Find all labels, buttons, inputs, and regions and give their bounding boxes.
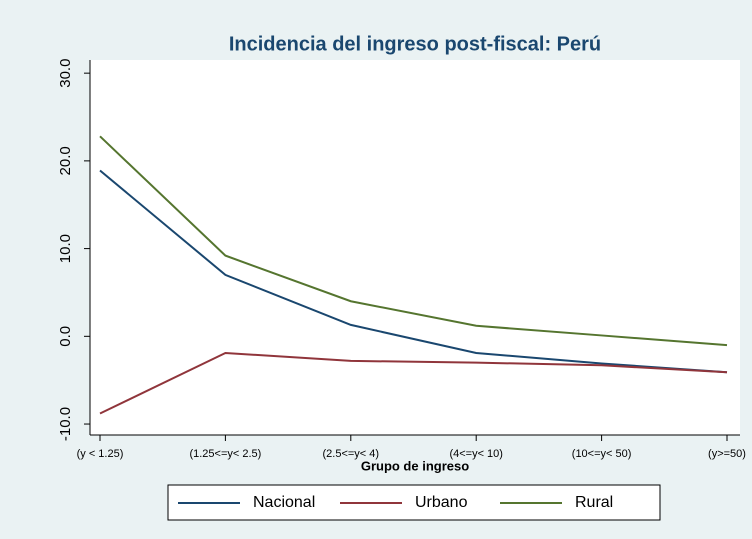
legend-label: Nacional <box>253 494 315 511</box>
y-tick-label: 10.0 <box>57 234 74 263</box>
y-tick-label: -10.0 <box>57 407 74 441</box>
x-tick-label: (2.5<=y< 4) <box>323 448 380 460</box>
series-line <box>99 135 728 347</box>
y-tick-label: 0.0 <box>57 326 74 347</box>
x-tick-label: (4<=y< 10) <box>449 448 503 460</box>
series-line <box>99 169 728 374</box>
y-tick-label: 30.0 <box>57 59 74 88</box>
y-tick-label: 20.0 <box>57 146 74 175</box>
plot-area <box>90 60 740 435</box>
x-tick-label: (y < 1.25) <box>77 448 124 460</box>
series-line <box>99 351 728 415</box>
legend-label: Urbano <box>415 494 468 511</box>
legend-label: Rural <box>575 494 613 511</box>
x-tick-label: (1.25<=y< 2.5) <box>189 448 261 460</box>
x-tick-label: (10<=y< 50) <box>572 448 632 460</box>
x-tick-label: (y>=50) <box>708 448 746 460</box>
legend <box>167 484 661 521</box>
chart-title: Incidencia del ingreso post-fiscal: Perú <box>229 33 601 55</box>
x-axis-label: Grupo de ingreso <box>361 458 469 473</box>
